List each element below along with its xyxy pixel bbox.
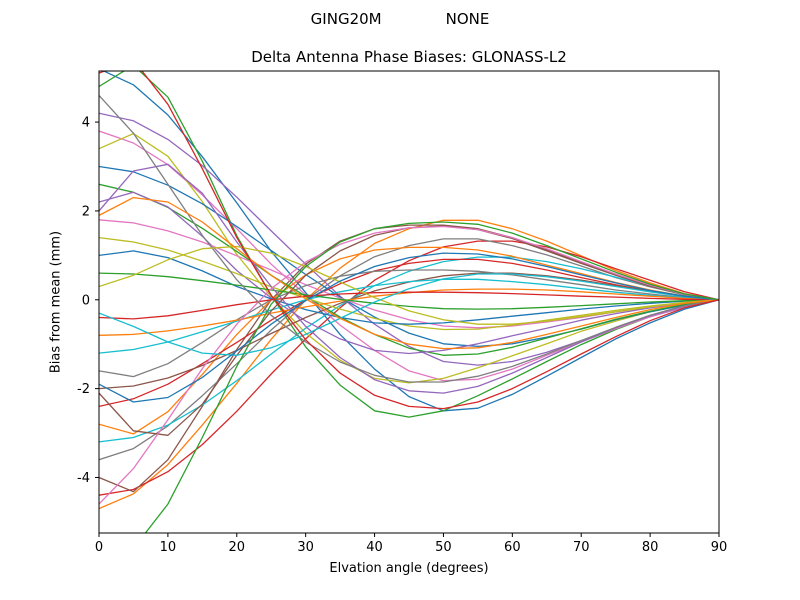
- y-tick-label: 0: [82, 293, 90, 308]
- y-tick-label: -4: [77, 471, 90, 486]
- chart-line: [99, 252, 719, 403]
- chart-line: [99, 130, 719, 382]
- chart-line: [102, 71, 719, 412]
- chart-line: [99, 245, 719, 325]
- chart-line: [99, 278, 719, 354]
- chart-line: [99, 240, 719, 496]
- chart-line: [99, 225, 719, 505]
- suptitle-right: NONE: [445, 10, 490, 28]
- x-tick-label: 90: [711, 540, 728, 555]
- chart-line: [99, 258, 719, 408]
- chart-line: [99, 273, 719, 356]
- chart-line: [99, 219, 719, 510]
- chart-line: [99, 71, 719, 418]
- chart-line: [99, 250, 719, 325]
- x-tick-label: 0: [95, 540, 103, 555]
- suptitle: GING20M NONE: [0, 10, 800, 28]
- chart-line: [99, 196, 719, 350]
- chart-line: [144, 221, 719, 533]
- chart-line: [99, 94, 719, 383]
- y-tick-label: -2: [77, 382, 90, 397]
- y-tick-label: 4: [82, 116, 90, 131]
- plot-border: [98, 70, 720, 534]
- x-tick-label: 40: [366, 540, 383, 555]
- x-tick-label: 80: [642, 540, 659, 555]
- chart-line: [99, 236, 719, 331]
- x-tick-label: 20: [229, 540, 246, 555]
- chart-title: Delta Antenna Phase Biases: GLONASS-L2: [251, 48, 567, 66]
- x-tick-label: 10: [160, 540, 177, 555]
- chart-line: [99, 71, 719, 410]
- x-axis-label: Elvation angle (degrees): [329, 561, 489, 576]
- y-axis-label: Bias from mean (mm): [48, 230, 64, 374]
- chart-line: [99, 132, 719, 384]
- x-tick-label: 70: [573, 540, 590, 555]
- x-tick-label: 50: [435, 540, 452, 555]
- chart-line: [99, 224, 719, 493]
- chart-line: [99, 269, 719, 378]
- x-tick-label: 30: [297, 540, 314, 555]
- chart-line: [99, 272, 719, 310]
- suptitle-left: GING20M: [310, 10, 382, 28]
- x-tick-label: 60: [504, 540, 521, 555]
- chart-line: [99, 256, 719, 443]
- y-tick-label: 2: [82, 204, 90, 219]
- chart-line: [99, 291, 719, 320]
- chart-line: [99, 183, 719, 356]
